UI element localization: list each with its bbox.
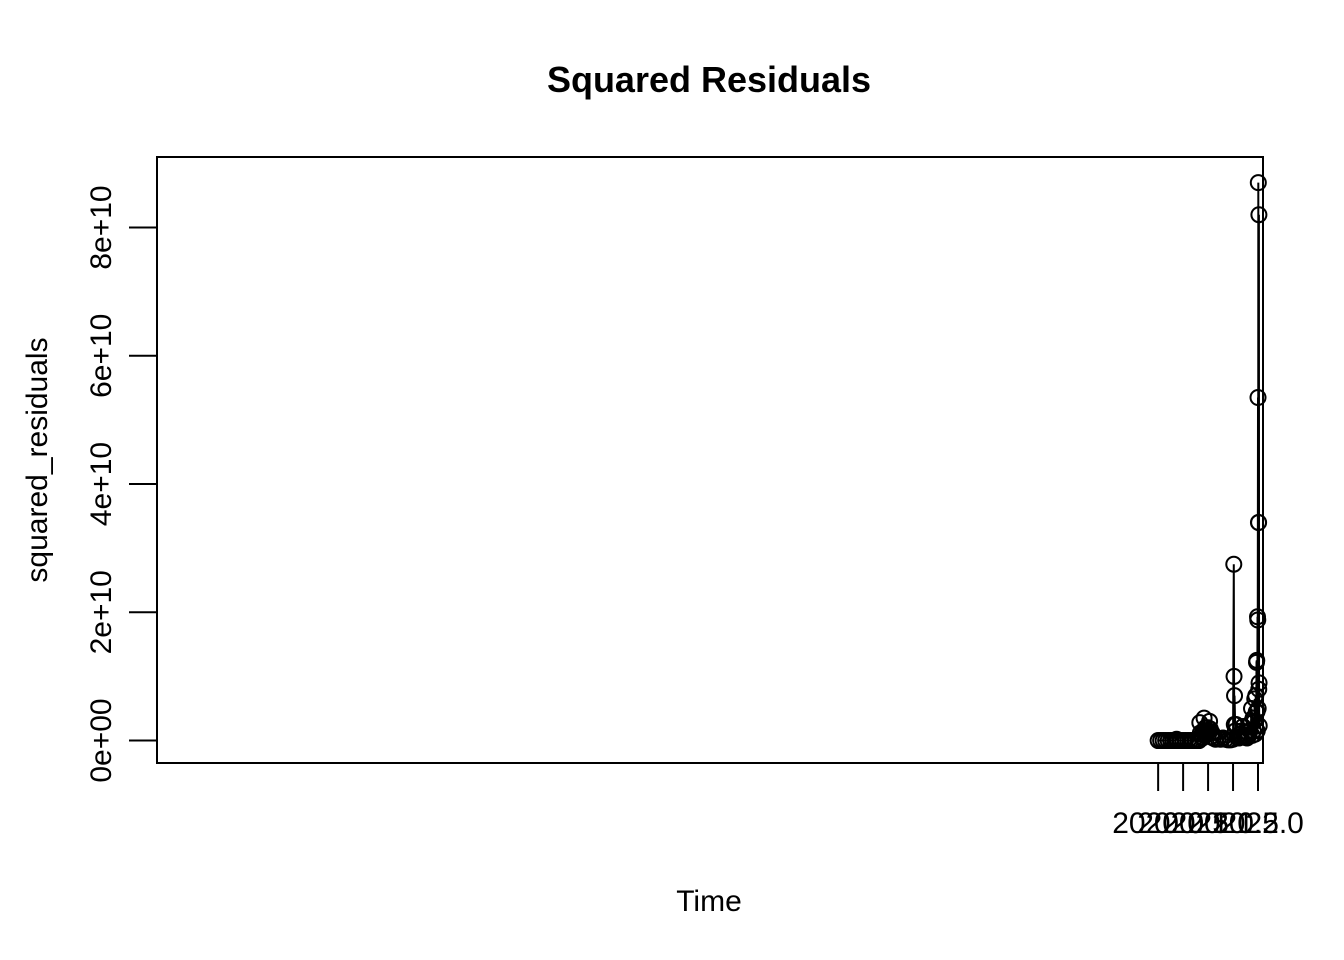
y-tick-label: 6e+10 — [85, 314, 118, 398]
data-point — [1250, 717, 1268, 735]
y-tick-label: 8e+10 — [85, 185, 118, 269]
data-point — [1225, 667, 1243, 685]
data-point — [1248, 651, 1266, 669]
data-point — [1249, 699, 1267, 717]
x-tick-label: 2021.0 — [1162, 807, 1254, 840]
y-tick-label: 0e+00 — [85, 698, 118, 782]
y-axis: 0e+00 2e+10 4e+10 6e+10 8e+10 — [85, 185, 158, 783]
data-point — [1250, 206, 1268, 224]
y-tick-label: 2e+10 — [85, 570, 118, 654]
data-point — [1225, 555, 1243, 573]
x-tick-label: 2022.0 — [1212, 807, 1304, 840]
data-point — [1249, 388, 1267, 406]
x-tick-label: 2021.5 — [1187, 807, 1279, 840]
data-point — [1250, 674, 1268, 692]
y-axis-label: squared_residuals — [21, 337, 54, 582]
data-point — [1250, 514, 1268, 532]
x-tick-label: 2020.5 — [1137, 807, 1229, 840]
chart-title: Squared Residuals — [547, 59, 871, 100]
data-point — [1250, 680, 1268, 698]
x-axis-label: Time — [676, 885, 742, 918]
data-point — [1226, 687, 1244, 705]
data-point — [1249, 611, 1267, 629]
data-point — [1246, 725, 1264, 743]
plot-area — [1149, 174, 1268, 750]
x-tick-label: 2020.0 — [1112, 807, 1204, 840]
y-tick-label: 4e+10 — [85, 442, 118, 526]
data-point — [1249, 174, 1267, 192]
